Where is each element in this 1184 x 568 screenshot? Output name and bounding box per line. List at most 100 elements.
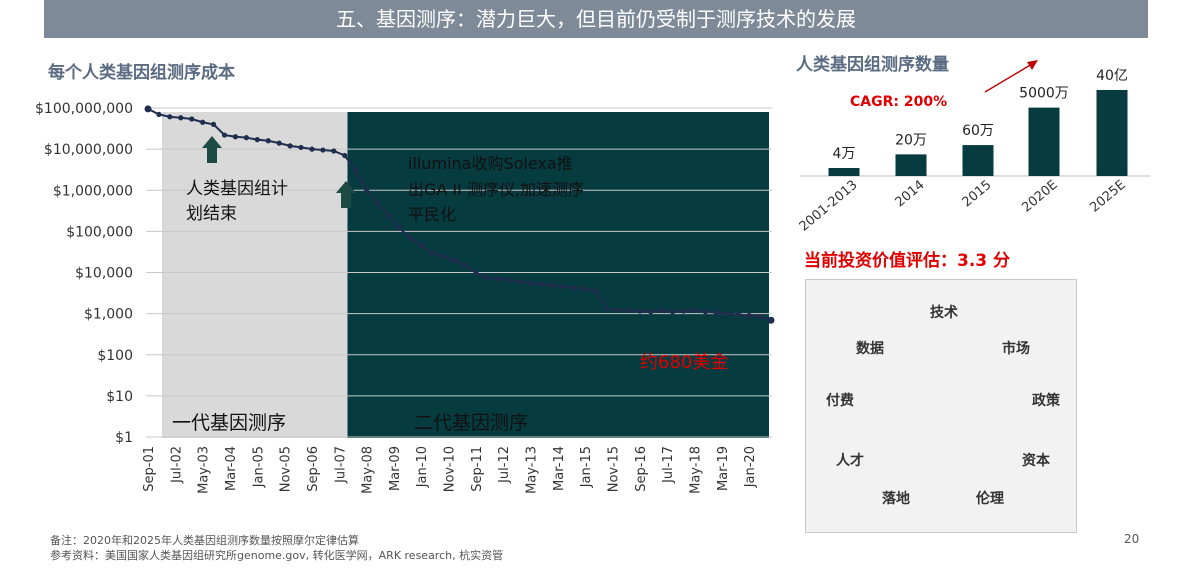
cost-point: [549, 282, 556, 288]
hgp-arrow: [202, 136, 222, 163]
cost-point: [276, 140, 282, 146]
page-number: 20: [1124, 532, 1140, 546]
x-tick-label: Mar-19: [716, 446, 731, 491]
x-tick-label: Sep-01: [142, 446, 157, 492]
x-tick-label: Jul-07: [333, 446, 348, 484]
count-bar: [828, 168, 860, 176]
keyword-talent: 人才: [836, 453, 864, 469]
cost-point: [462, 262, 468, 268]
bar-value-label: 60万: [962, 123, 994, 139]
final-cost-annotation: 约680美金: [640, 352, 728, 373]
cost-point: [178, 115, 184, 121]
cost-point: [746, 312, 752, 319]
cost-point: [604, 306, 610, 312]
cost-point: [440, 253, 446, 259]
cost-point: [353, 168, 359, 174]
y-tick-label: $10: [106, 389, 133, 405]
cagr-arrow-line: [984, 63, 1033, 93]
era-1-region: [162, 112, 348, 438]
cost-point: [342, 152, 348, 159]
cost-point: [429, 250, 435, 256]
bar-value-label: 40亿: [1096, 68, 1128, 84]
cost-point: [167, 114, 173, 120]
bar-value-label: 20万: [895, 132, 927, 148]
bar-category-label: 2014: [893, 178, 928, 211]
x-tick-label: Jan-05: [251, 446, 266, 488]
count-bar: [1096, 90, 1128, 176]
count-bar: [895, 154, 927, 176]
cost-point: [243, 135, 249, 141]
footnote: 备注：2020年和2025年人类基因组测序数量按照摩尔定律估算: [50, 534, 359, 547]
cost-point: [713, 310, 719, 316]
bar-category-label: 2020E: [1019, 178, 1060, 216]
cost-line: [147, 108, 772, 322]
keyword-landing: 落地: [882, 491, 910, 507]
cost-point: [702, 309, 709, 315]
y-tick-label: $10,000,000: [44, 142, 133, 158]
cost-point: [298, 144, 304, 151]
x-tick-label: Jan-10: [415, 446, 430, 488]
x-tick-label: Mar-09: [388, 446, 403, 491]
cost-point: [451, 257, 457, 263]
y-tick-label: $1,000: [84, 307, 133, 323]
cost-point: [691, 307, 698, 313]
x-tick-label: Sep-16: [634, 446, 649, 492]
bar-category-label: 2001-2013: [797, 178, 861, 235]
hgp-annotation-line2: 划结束: [186, 204, 237, 224]
cagr-label: CAGR: 200%: [850, 94, 947, 110]
keyword-tech: 技术: [930, 305, 958, 321]
illumina-annotation-line2: 出GA II 测序仪,加速测序: [408, 180, 584, 199]
cost-point: [637, 308, 643, 314]
cost-point: [265, 138, 271, 144]
cost-chart-title: 每个人类基因组测序成本: [48, 63, 235, 83]
cost-point: [659, 307, 665, 313]
cost-point: [560, 284, 566, 290]
keyword-data: 数据: [856, 341, 884, 357]
cost-point: [144, 105, 152, 113]
cost-point: [582, 286, 588, 292]
era-1-label: 一代基因测序: [172, 412, 286, 434]
cost-point: [593, 288, 599, 294]
y-tick-label: $100,000,000: [35, 101, 133, 117]
cagr-arrow-head: [1027, 60, 1038, 70]
cost-point: [648, 309, 654, 315]
cost-point: [571, 285, 577, 291]
bar-value-label: 5000万: [1019, 86, 1069, 102]
cost-point: [418, 243, 424, 249]
count-chart-title: 人类基因组测序数量: [796, 55, 949, 75]
cost-point: [724, 311, 730, 317]
investment-rating-heading: 当前投资价值评估：3.3 分: [804, 251, 1011, 271]
bar-category-label: 2015: [960, 178, 995, 211]
x-tick-label: May-13: [525, 446, 540, 494]
source-note: 参考资料：美国国家人类基因组研究所genome.gov, 转化医学网，ARK r…: [50, 549, 504, 562]
cost-point: [517, 279, 523, 285]
illumina-annotation-line1: illumina收购Solexa推: [408, 154, 573, 173]
cost-point: [527, 280, 534, 286]
keyword-policy: 政策: [1032, 393, 1060, 409]
x-tick-label: May-08: [361, 446, 376, 494]
y-tick-label: $100,000: [66, 224, 133, 240]
cost-point: [156, 111, 162, 117]
cost-point: [484, 275, 490, 281]
x-tick-label: Sep-11: [470, 446, 485, 492]
hgp-annotation-line1: 人类基因组计: [186, 179, 288, 199]
y-tick-label: $1,000,000: [53, 183, 133, 199]
cost-point: [210, 121, 217, 127]
cost-point: [331, 148, 337, 154]
cost-point: [320, 147, 326, 153]
bar-value-label: 4万: [833, 146, 856, 162]
cost-point: [670, 309, 676, 315]
keyword-capital: 资本: [1022, 453, 1050, 469]
cost-point: [626, 307, 632, 313]
keyword-payment: 付费: [826, 393, 854, 409]
x-tick-label: Nov-05: [279, 446, 294, 492]
cost-point: [189, 116, 195, 122]
y-tick-label: $10,000: [75, 266, 133, 282]
x-tick-label: Nov-15: [607, 446, 622, 492]
cost-point: [615, 307, 621, 313]
cost-point: [495, 276, 501, 282]
cost-point: [757, 313, 763, 320]
x-tick-label: Jan-20: [743, 446, 758, 488]
x-tick-label: Mar-14: [552, 446, 567, 491]
